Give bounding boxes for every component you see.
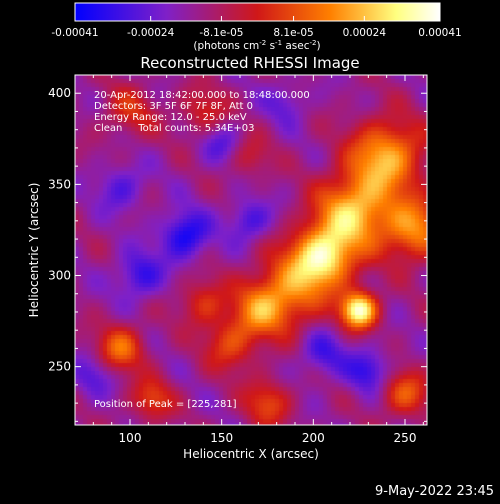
- chart-title: Reconstructed RHESSI Image: [140, 54, 359, 72]
- x-axis-label: Heliocentric X (arcsec): [183, 447, 319, 461]
- colorbar-tick-label: -0.00041: [51, 27, 98, 39]
- colorbar-tick-label: -8.1e-05: [199, 27, 243, 39]
- info-clean: Clean Total counts: 5.34E+03: [94, 123, 254, 134]
- y-tick-label: 350: [48, 177, 71, 191]
- info-energy: Energy Range: 12.0 - 25.0 keV: [94, 112, 247, 123]
- colorbar-unit-label: (photons cm-2 s-1 asec-2): [193, 39, 320, 52]
- x-tick-label: 150: [210, 431, 233, 445]
- axis-ticks: [75, 74, 427, 425]
- info-peak: Position of Peak = [225,281]: [94, 399, 237, 410]
- x-tick-label: 200: [302, 431, 325, 445]
- colorbar-ticks: [74, 16, 441, 21]
- info-detectors: Detectors: 3F 5F 6F 7F 8F, Att 0: [94, 101, 253, 112]
- colorbar-tick-label: -0.00024: [127, 27, 175, 39]
- plot-frame: [74, 74, 428, 426]
- x-tick-label: 100: [119, 431, 142, 445]
- colorbar-tick-labels: -0.00041 -0.00024 -8.1e-05 8.1e-05 0.00024 0.…: [51, 27, 461, 39]
- colorbar-tick-label: 8.1e-05: [273, 27, 313, 39]
- x-tick-labels: 100 150 200 250: [119, 431, 417, 445]
- x-tick-label: 250: [394, 431, 417, 445]
- timestamp: 9-May-2022 23:45: [375, 484, 494, 499]
- y-tick-labels: 250 300 350 400: [48, 86, 71, 373]
- colorbar-tick-label: 0.00024: [343, 27, 387, 39]
- heatmap-image: [75, 75, 427, 425]
- y-tick-label: 250: [48, 360, 71, 374]
- y-tick-label: 300: [48, 269, 71, 283]
- colorbar: [74, 2, 441, 22]
- info-time: 20-Apr-2012 18:42:00.000 to 18:48:00.000: [94, 90, 310, 101]
- y-axis-label: Heliocentric Y (arcsec): [27, 183, 41, 318]
- y-tick-label: 400: [48, 86, 71, 100]
- colorbar-tick-label: 0.00041: [418, 27, 461, 39]
